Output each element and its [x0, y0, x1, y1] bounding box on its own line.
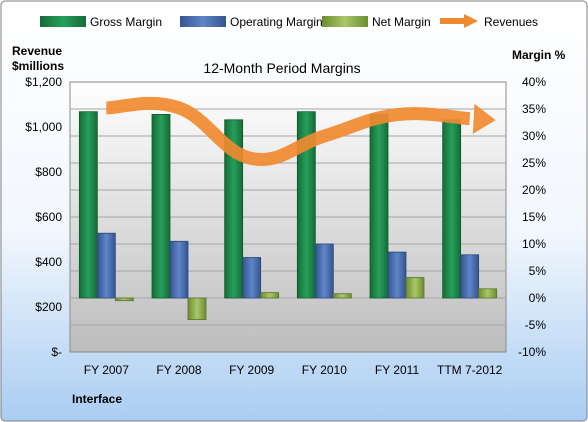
- x-tick-label: TTM 7-2012: [437, 363, 503, 377]
- bar-operating-margin: [242, 257, 262, 299]
- bar-gross-margin: [442, 119, 462, 299]
- legend-label-gross-margin: Gross Margin: [90, 15, 162, 29]
- right-axis-title: Margin %: [512, 48, 566, 62]
- left-axis-title-line1: Revenue: [12, 44, 62, 58]
- x-tick-label: FY 2007: [84, 363, 129, 377]
- left-tick-label: $1,200: [25, 75, 62, 89]
- bar-operating-margin: [387, 251, 407, 299]
- legend-arrowhead-revenues: [464, 14, 478, 28]
- bar-net-margin: [478, 288, 498, 299]
- right-tick-label: -5%: [525, 318, 547, 332]
- legend-label-operating-margin: Operating Margin: [230, 15, 323, 29]
- right-tick-label: 0%: [529, 291, 547, 305]
- bar-operating-margin: [169, 240, 189, 299]
- bar-gross-margin: [151, 114, 171, 299]
- right-tick-label: 10%: [522, 237, 546, 251]
- revenue-line-path: [105, 96, 471, 166]
- legend-swatch-net-margin: [322, 16, 368, 27]
- x-tick-label: FY 2008: [156, 363, 201, 377]
- right-tick-label: 5%: [529, 264, 547, 278]
- bar-gross-margin: [296, 111, 316, 299]
- bar-net-margin: [187, 297, 207, 321]
- left-tick-label: $200: [35, 300, 62, 314]
- x-tick-label: FY 2011: [375, 363, 420, 377]
- revenue-line: [105, 96, 496, 166]
- left-tick-label: $400: [35, 255, 62, 269]
- company-label: Interface: [72, 392, 122, 406]
- left-tick-label: $-: [51, 345, 62, 359]
- revenue-arrowhead: [472, 103, 496, 134]
- legend-swatch-operating-margin: [180, 16, 226, 27]
- bar-gross-margin: [224, 119, 244, 299]
- bars: [78, 111, 498, 321]
- left-tick-label: $600: [35, 210, 62, 224]
- gridlines: [70, 108, 506, 326]
- bar-net-margin: [260, 292, 280, 299]
- bar-gross-margin: [369, 114, 389, 299]
- left-axis-title-line2: $millions: [12, 59, 64, 73]
- right-tick-label: 25%: [522, 156, 546, 170]
- right-tick-label: -10%: [518, 345, 546, 359]
- x-tick-label: FY 2009: [229, 363, 274, 377]
- bar-gross-margin: [78, 111, 98, 299]
- chart-title: 12-Month Period Margins: [203, 60, 360, 76]
- right-tick-label: 40%: [522, 75, 546, 89]
- right-tick-label: 35%: [522, 102, 546, 116]
- bar-operating-margin: [96, 232, 116, 299]
- left-tick-label: $1,000: [25, 120, 62, 134]
- left-tick-label: $800: [35, 165, 62, 179]
- right-tick-label: 15%: [522, 210, 546, 224]
- left-axis-ticks: $1,200 $1,000 $800 $600 $400 $200 $-: [25, 75, 62, 359]
- right-tick-label: 20%: [522, 183, 546, 197]
- x-axis-ticks: FY 2007 FY 2008 FY 2009 FY 2010 FY 2011 TTM 7…: [84, 363, 503, 377]
- legend-label-net-margin: Net Margin: [372, 15, 431, 29]
- bar-operating-margin: [460, 254, 480, 299]
- legend-label-revenues: Revenues: [484, 15, 538, 29]
- x-tick-label: FY 2010: [302, 363, 347, 377]
- right-tick-label: 30%: [522, 129, 546, 143]
- bar-net-margin: [405, 277, 425, 299]
- bar-net-margin: [332, 293, 352, 299]
- legend: Gross Margin Operating Margin Net Margin…: [40, 14, 538, 29]
- legend-swatch-gross-margin: [40, 16, 86, 27]
- right-axis-ticks: 40% 35% 30% 25% 20% 15% 10% 5% 0% -5% -10%: [518, 75, 546, 359]
- bar-operating-margin: [314, 243, 334, 299]
- bar-net-margin: [114, 297, 134, 302]
